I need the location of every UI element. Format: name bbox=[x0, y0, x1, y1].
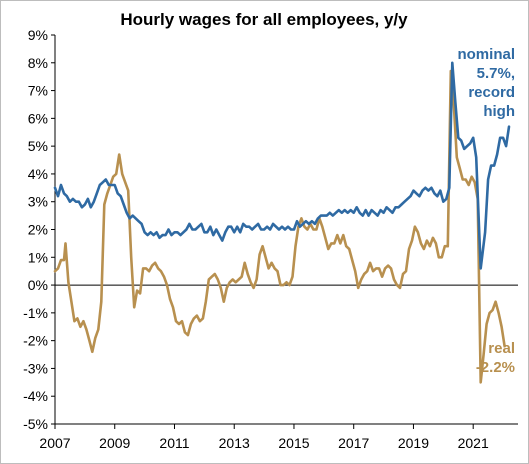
y-tick-label: 4% bbox=[28, 166, 48, 182]
y-tick-label: 8% bbox=[28, 55, 48, 71]
y-tick-label: 7% bbox=[28, 83, 48, 99]
y-tick-label: -1% bbox=[23, 305, 48, 321]
real-annotation: real -2.2% bbox=[476, 340, 515, 376]
y-tick-label: 5% bbox=[28, 138, 48, 154]
x-tick-label: 2009 bbox=[99, 435, 130, 451]
x-tick-label: 2013 bbox=[219, 435, 250, 451]
series-annotations-group: nominal 5.7%, record high real -2.2% bbox=[457, 46, 515, 376]
nominal-annotation-line: record bbox=[468, 84, 515, 101]
y-tick-label: 3% bbox=[28, 194, 48, 210]
chart-title: Hourly wages for all employees, y/y bbox=[120, 10, 408, 29]
y-tick-label: -3% bbox=[23, 360, 48, 376]
nominal-annotation-line: 5.7%, bbox=[477, 65, 515, 82]
y-tick-label: -4% bbox=[23, 388, 48, 404]
nominal-annotation-line: nominal bbox=[457, 46, 515, 63]
axes-group: 9% 8% 7% 6% 5% 4% 3% 2% 1% 0% -1% -2% -3% -4% -5% 2007 2… bbox=[23, 27, 518, 451]
y-tick-label: 9% bbox=[28, 27, 48, 43]
y-tick-label: 1% bbox=[28, 249, 48, 265]
real-annotation-line: -2.2% bbox=[476, 359, 515, 376]
y-tick-label: 6% bbox=[28, 110, 48, 126]
x-tick-label: 2015 bbox=[278, 435, 309, 451]
real-annotation-line: real bbox=[488, 340, 515, 357]
x-tick-label: 2007 bbox=[39, 435, 70, 451]
nominal-annotation-line: high bbox=[483, 103, 515, 120]
real-series-line bbox=[53, 69, 506, 384]
y-tick-label: 0% bbox=[28, 277, 48, 293]
series-lines-group bbox=[53, 61, 511, 384]
x-tick-label: 2017 bbox=[338, 435, 369, 451]
nominal-annotation: nominal 5.7%, record high bbox=[457, 46, 515, 120]
x-tick-label: 2011 bbox=[159, 435, 189, 451]
nominal-series-line bbox=[53, 61, 511, 270]
x-tick-label: 2019 bbox=[398, 435, 429, 451]
x-tick-label: 2021 bbox=[458, 435, 489, 451]
y-tick-label: -2% bbox=[23, 333, 48, 349]
y-tick-label: 2% bbox=[28, 222, 48, 238]
y-tick-label: -5% bbox=[23, 416, 48, 432]
